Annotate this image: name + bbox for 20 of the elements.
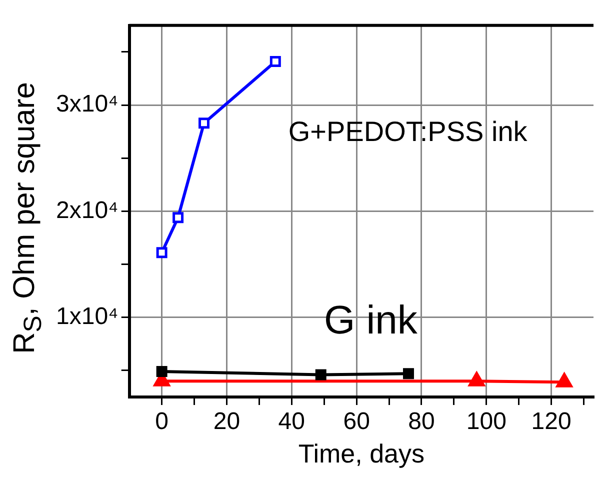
- point: [156, 247, 168, 258]
- x-tick-label: 40: [278, 408, 305, 436]
- y-tick-label: 1x10⁴: [56, 302, 118, 330]
- point: [172, 212, 184, 224]
- x-tick-label: 60: [343, 408, 370, 436]
- point: [403, 368, 414, 380]
- y-tick-label: 3x10⁴: [56, 90, 118, 118]
- point: [315, 369, 326, 380]
- x-tick-label: 120: [531, 408, 572, 436]
- annotation: G ink: [324, 298, 418, 343]
- x-tick-label: 80: [408, 408, 435, 436]
- x-tick-label: 100: [466, 408, 506, 436]
- point: [156, 366, 168, 378]
- annotation: G+PEDOT:PSS ink: [288, 116, 528, 147]
- x-axis-title: Time, days: [298, 438, 425, 469]
- y-tick-label: 2x10⁴: [56, 196, 118, 224]
- x-tick-label: 20: [213, 408, 240, 436]
- point: [198, 118, 210, 129]
- point: [270, 56, 281, 67]
- x-tick-label: 0: [155, 408, 168, 436]
